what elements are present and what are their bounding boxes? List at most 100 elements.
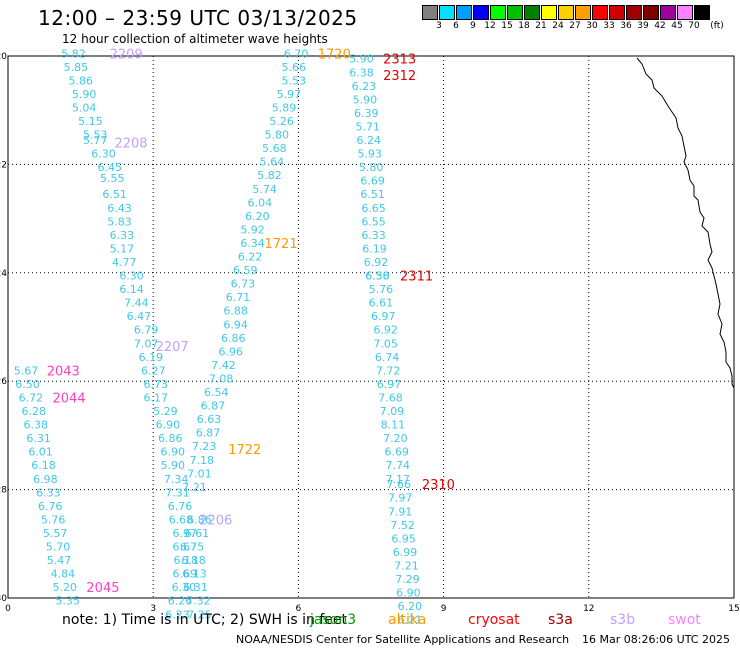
wave-height-value: 6.86 <box>158 432 183 445</box>
credit-line: NOAA/NESDIS Center for Satellite Applica… <box>236 633 570 646</box>
wave-height-value: 7.74 <box>386 459 411 472</box>
scale-swatch <box>473 5 489 20</box>
wave-height-value: 5.97 <box>277 88 302 101</box>
y-tick-label: 24 <box>0 269 7 279</box>
wave-height-value: 6.45 <box>98 161 123 174</box>
wave-height-value: 5.90 <box>349 53 374 66</box>
wave-height-value: 7.09 <box>380 405 405 418</box>
scale-swatch <box>643 5 659 20</box>
wave-height-value: 7.08 <box>209 372 234 385</box>
wave-height-value: 7.18 <box>190 454 215 467</box>
scale-swatch <box>677 5 693 20</box>
wave-height-value: 5.55 <box>100 172 125 185</box>
wave-height-value: 6.98 <box>33 473 58 486</box>
wave-height-value: 6.87 <box>201 400 226 413</box>
pass-number-label: 2208 <box>114 137 147 152</box>
wave-height-value: 5.76 <box>41 513 66 526</box>
wave-height-value: 7.21 <box>182 481 207 494</box>
wave-height-value: 6.67 <box>173 541 198 554</box>
wave-height-value: 6.86 <box>221 332 246 345</box>
y-tick-label: 20 <box>0 52 7 62</box>
wave-height-value: 6.79 <box>134 324 159 337</box>
pass-number-label: 2313 <box>383 53 416 68</box>
wave-height-value: 6.69 <box>360 175 385 188</box>
wave-height-value: 5.80 <box>265 129 290 142</box>
wave-height-value: 5.68 <box>262 142 287 155</box>
wave-height-value: 5.29 <box>153 405 178 418</box>
wave-height-value: 6.19 <box>139 351 164 364</box>
scale-label: 24 <box>552 21 564 31</box>
satellite-legend-item: s3b <box>610 612 636 628</box>
wave-height-value: 7.44 <box>124 297 149 310</box>
satellite-legend-item: altika <box>388 612 427 628</box>
wave-height-value: 6.19 <box>362 242 387 255</box>
wave-height-value: 5.77 <box>83 134 108 147</box>
wave-height-value: 6.94 <box>223 318 248 331</box>
scale-label: 27 <box>569 21 581 31</box>
wave-height-value: 6.90 <box>156 419 181 432</box>
wave-height-value: 6.33 <box>361 229 386 242</box>
satellite-legend-item: jason3 <box>310 612 357 628</box>
y-tick-label: 28 <box>0 486 7 496</box>
wave-height-value: 6.47 <box>127 310 152 323</box>
wave-height-value: 6.76 <box>38 500 63 513</box>
wave-height-value: 5.64 <box>260 156 285 169</box>
wave-height-value: 6.87 <box>196 427 221 440</box>
footnote: note: 1) Time is in UTC; 2) SWH is in fe… <box>62 612 348 628</box>
wave-height-value: 6.13 <box>182 568 207 581</box>
wave-height-value: 5.67 <box>14 364 39 377</box>
wave-height-value: 7.25 <box>187 608 212 621</box>
scale-swatch <box>575 5 591 20</box>
scale-label: 3 <box>436 21 442 31</box>
wave-height-value: 6.63 <box>197 413 222 426</box>
scale-label: 39 <box>637 21 649 31</box>
wave-height-value: 7.23 <box>192 440 217 453</box>
wave-height-value: 7.21 <box>394 559 419 572</box>
wave-height-value: 6.18 <box>31 459 56 472</box>
wave-height-value: 6.30 <box>172 581 197 594</box>
scale-label: 15 <box>501 21 513 31</box>
generated-timestamp: 16 Mar 08:26:06 UTC 2025 <box>582 633 730 646</box>
wave-height-value: 6.17 <box>144 391 169 404</box>
x-tick-label: 6 <box>296 604 302 614</box>
wave-height-value: 6.88 <box>223 305 248 318</box>
wave-height-value: 6.51 <box>102 188 127 201</box>
wave-height-value: 7.01 <box>187 467 212 480</box>
x-tick-label: 15 <box>728 604 739 614</box>
wave-height-value: 7.97 <box>388 492 413 505</box>
scale-label: 18 <box>518 21 530 31</box>
wave-height-value: 5.66 <box>281 61 306 74</box>
wave-height-value: 6.23 <box>352 80 377 93</box>
scale-unit: (ft) <box>710 21 724 31</box>
wave-height-value: 7.31 <box>165 486 190 499</box>
pass-number-label: 1721 <box>265 237 298 252</box>
page-title: 12:00 – 23:59 UTC 03/13/2025 <box>38 6 358 30</box>
y-tick-label: 22 <box>0 160 7 170</box>
satellite-legend-item: swot <box>668 612 701 628</box>
scale-label: 21 <box>535 21 547 31</box>
wave-height-value: 5.89 <box>272 101 297 114</box>
wave-height-value: 5.83 <box>107 215 132 228</box>
pass-number-label: 2311 <box>400 270 433 285</box>
wave-height-value: 6.31 <box>26 432 50 445</box>
wave-height-value: 5.93 <box>357 148 382 161</box>
wave-height-value: 7.20 <box>383 432 408 445</box>
wave-height-value: 6.24 <box>356 134 381 147</box>
coastline <box>636 57 735 389</box>
scale-swatch <box>439 5 455 20</box>
wave-height-value: 6.26 <box>168 595 193 608</box>
satellite-legend-item: cryosat <box>468 612 520 628</box>
wave-height-value: 6.97 <box>371 310 396 323</box>
scale-label: 70 <box>688 21 700 31</box>
wave-height-value: 5.92 <box>240 223 265 236</box>
scale-label: 9 <box>470 21 476 31</box>
scale-label: 33 <box>603 21 615 31</box>
wave-height-value: 6.73 <box>144 378 169 391</box>
scale-swatch <box>456 5 472 20</box>
wave-height-value: 5.85 <box>64 61 89 74</box>
scale-swatch <box>422 5 438 20</box>
map-frame <box>7 55 735 599</box>
pass-number-label: 2312 <box>383 69 416 84</box>
scale-label: 42 <box>654 21 666 31</box>
